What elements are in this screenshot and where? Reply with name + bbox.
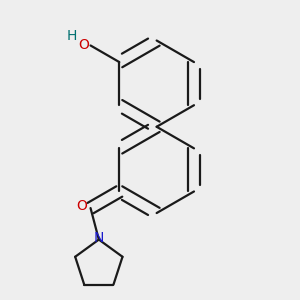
Text: H: H	[67, 28, 77, 43]
Text: N: N	[94, 231, 104, 245]
Text: O: O	[78, 38, 89, 52]
Text: O: O	[76, 200, 87, 213]
